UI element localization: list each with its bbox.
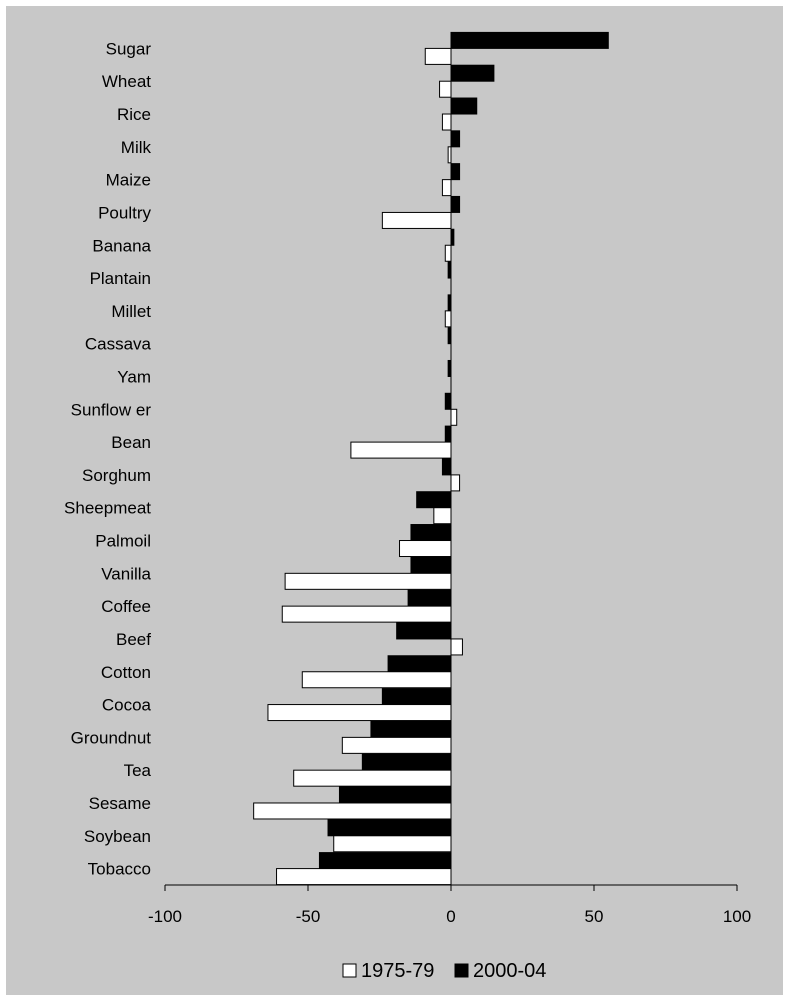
- bar-1975-79: [441, 179, 452, 197]
- category-label: Groundnut: [71, 728, 152, 747]
- category-label: Poultry: [98, 203, 151, 222]
- bar-1975-79: [284, 572, 452, 590]
- category-label: Sunflow er: [71, 400, 152, 419]
- bar-2000-04: [450, 64, 495, 82]
- bar-2000-04: [441, 458, 452, 476]
- category-label: Cassava: [85, 335, 152, 354]
- category-label: Sheepmeat: [64, 499, 151, 518]
- bar-1975-79: [276, 868, 452, 886]
- bar-1975-79: [293, 769, 452, 787]
- x-tick-label: -50: [296, 907, 321, 926]
- bar-2000-04: [361, 753, 452, 771]
- category-label: Sugar: [106, 39, 152, 58]
- bar-2000-04: [444, 425, 452, 443]
- x-tick-label: 100: [723, 907, 751, 926]
- category-label: Bean: [111, 433, 151, 452]
- bar-2000-04: [416, 491, 452, 509]
- bar-1975-79: [439, 80, 452, 98]
- bar-2000-04: [410, 524, 452, 542]
- category-label: Wheat: [102, 72, 151, 91]
- legend-swatch-1975-79: [342, 963, 357, 978]
- axes-group: -100 -50 0 50 100: [148, 32, 751, 926]
- bar-2000-04: [407, 589, 452, 607]
- bar-2000-04: [327, 819, 452, 837]
- category-label: Sorghum: [82, 466, 151, 485]
- bar-1975-79: [341, 736, 452, 754]
- bar-2000-04: [387, 655, 452, 673]
- bar-1975-79: [424, 47, 452, 65]
- category-label: Coffee: [101, 597, 151, 616]
- category-label: Vanilla: [101, 564, 151, 583]
- bar-1975-79: [450, 474, 461, 492]
- bar-1975-79: [333, 835, 452, 853]
- bar-1975-79: [301, 671, 452, 689]
- category-label: Plantain: [90, 269, 151, 288]
- bar-1975-79: [381, 211, 452, 229]
- bar-1975-79: [267, 704, 452, 722]
- x-tick-label: -100: [148, 907, 182, 926]
- category-label: Millet: [111, 302, 151, 321]
- bar-1975-79: [350, 441, 452, 459]
- x-tick-label: 0: [446, 907, 455, 926]
- category-label: Tea: [124, 761, 152, 780]
- bar-2000-04: [450, 97, 478, 115]
- category-label: Sesame: [89, 794, 151, 813]
- category-label: Soybean: [84, 827, 151, 846]
- bar-2000-04: [450, 163, 461, 181]
- category-label: Milk: [121, 138, 152, 157]
- category-label: Cocoa: [102, 696, 152, 715]
- bar-1975-79: [281, 605, 452, 623]
- x-tick-label: 50: [585, 907, 604, 926]
- bar-1975-79: [450, 638, 463, 656]
- category-label: Banana: [92, 236, 151, 255]
- bar-1975-79: [399, 540, 452, 558]
- bar-2000-04: [450, 195, 461, 213]
- category-label: Yam: [117, 367, 151, 386]
- bar-1975-79: [433, 507, 452, 525]
- category-label: Tobacco: [88, 860, 151, 879]
- category-label: Rice: [117, 105, 151, 124]
- legend-swatch-2000-04: [454, 963, 469, 978]
- legend-label-1975-79: 1975-79: [361, 960, 434, 982]
- bars-group: [253, 31, 609, 886]
- bar-2000-04: [338, 786, 452, 804]
- bar-1975-79: [444, 310, 452, 328]
- bar-2000-04: [450, 130, 461, 148]
- bar-2000-04: [444, 392, 452, 410]
- bar-2000-04: [396, 622, 452, 640]
- category-label: Cotton: [101, 663, 151, 682]
- bar-2000-04: [381, 688, 452, 706]
- bar-1975-79: [450, 408, 458, 426]
- chart-area: Sugar Wheat Rice Milk Maize Poultry Banana Plan…: [6, 6, 783, 995]
- category-label: Beef: [116, 630, 151, 649]
- bar-2000-04: [370, 720, 452, 738]
- category-label: Maize: [106, 171, 151, 190]
- legend-label-2000-04: 2000-04: [473, 960, 546, 982]
- bar-1975-79: [253, 802, 452, 820]
- category-label: Palmoil: [95, 532, 151, 551]
- bar-2000-04: [410, 556, 452, 574]
- legend: 1975-79 2000-04: [342, 960, 546, 982]
- bar-chart: Sugar Wheat Rice Milk Maize Poultry Banana Plan…: [64, 31, 751, 982]
- bar-2000-04: [450, 31, 609, 49]
- bar-1975-79: [441, 113, 452, 131]
- category-labels: Sugar Wheat Rice Milk Maize Poultry Banana Plan…: [64, 39, 151, 878]
- bar-1975-79: [444, 244, 452, 262]
- bar-2000-04: [318, 852, 452, 870]
